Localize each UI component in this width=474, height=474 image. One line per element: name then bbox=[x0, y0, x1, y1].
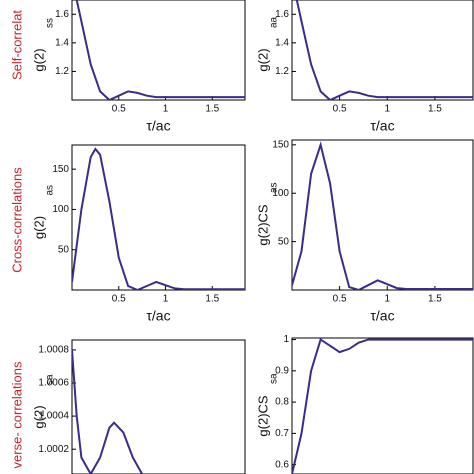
y-tick-label: 1.0008 bbox=[38, 345, 69, 356]
x-axis-label: τ/ac bbox=[146, 308, 170, 324]
axes-box bbox=[71, 339, 246, 474]
x-tick-label: 1 bbox=[384, 104, 390, 115]
y-tick-label: 1.6 bbox=[55, 9, 69, 20]
y-axis-label: g(2) bbox=[31, 405, 46, 428]
y-axis-label-sub: sa bbox=[269, 373, 280, 384]
y-tick-label: 0.7 bbox=[275, 428, 289, 439]
row-label: Self-correlat bbox=[9, 10, 24, 80]
y-tick-label: 1 bbox=[283, 334, 289, 345]
y-tick-label: 1.0002 bbox=[38, 444, 69, 455]
x-tick-label: 1.5 bbox=[428, 104, 442, 115]
axes-box bbox=[71, 144, 246, 291]
curve bbox=[292, 141, 473, 290]
y-axis-label: g(2) bbox=[255, 48, 270, 71]
y-tick-label: 0.9 bbox=[275, 365, 289, 376]
curve bbox=[292, 338, 473, 474]
y-tick-label: 1.0004 bbox=[38, 411, 69, 422]
curve bbox=[75, 0, 245, 100]
x-tick-label: 0.5 bbox=[333, 104, 347, 115]
y-axis-label-sub: sa bbox=[45, 374, 56, 385]
row-label: verse- correlations bbox=[9, 361, 24, 468]
y-axis-label: g(2)CS bbox=[255, 204, 270, 246]
x-tick-label: 1 bbox=[163, 294, 169, 305]
x-tick-label: 1.5 bbox=[205, 294, 219, 305]
y-tick-label: 50 bbox=[58, 244, 70, 255]
x-axis-label: τ/ac bbox=[370, 308, 394, 324]
y-axis-label: g(2) bbox=[31, 48, 46, 71]
y-tick-label: 100 bbox=[272, 188, 289, 199]
y-tick-label: 1.4 bbox=[55, 37, 69, 48]
y-axis-label-sub: as bbox=[269, 182, 280, 193]
axes-box bbox=[291, 337, 474, 474]
x-tick-label: 1 bbox=[163, 104, 169, 115]
curve bbox=[295, 0, 473, 100]
x-tick-label: 1.5 bbox=[428, 294, 442, 305]
x-tick-label: 1.5 bbox=[205, 104, 219, 115]
x-tick-label: 0.5 bbox=[112, 104, 126, 115]
y-axis-label: g(2)CS bbox=[255, 395, 270, 437]
y-tick-label: 1.2 bbox=[55, 66, 69, 77]
x-axis-label: τ/ac bbox=[370, 118, 394, 134]
axes-box bbox=[291, 0, 474, 101]
y-tick-label: 1.2 bbox=[275, 66, 289, 77]
curve bbox=[72, 349, 143, 474]
x-tick-label: 0.5 bbox=[112, 294, 126, 305]
y-tick-label: 50 bbox=[278, 236, 290, 247]
y-axis-label-sub: as bbox=[45, 185, 56, 196]
y-tick-label: 0.6 bbox=[275, 459, 289, 470]
axes-box bbox=[71, 0, 246, 101]
y-axis-label-sub: ss bbox=[45, 18, 56, 28]
row-label: Cross-correlations bbox=[9, 167, 24, 273]
y-axis-label: g(2) bbox=[31, 216, 46, 239]
x-axis-label: τ/ac bbox=[146, 118, 170, 134]
y-tick-label: 1.4 bbox=[275, 37, 289, 48]
y-tick-label: 100 bbox=[52, 204, 69, 215]
x-tick-label: 0.5 bbox=[333, 294, 347, 305]
y-tick-label: 150 bbox=[272, 139, 289, 150]
y-tick-label: 150 bbox=[52, 164, 69, 175]
x-tick-label: 1 bbox=[384, 294, 390, 305]
y-tick-label: 0.8 bbox=[275, 397, 289, 408]
curve bbox=[72, 147, 245, 290]
y-tick-label: 1.0006 bbox=[38, 378, 69, 389]
axes-box bbox=[291, 139, 474, 291]
y-tick-label: 1.6 bbox=[275, 9, 289, 20]
y-axis-label-sub: aa bbox=[269, 16, 280, 28]
